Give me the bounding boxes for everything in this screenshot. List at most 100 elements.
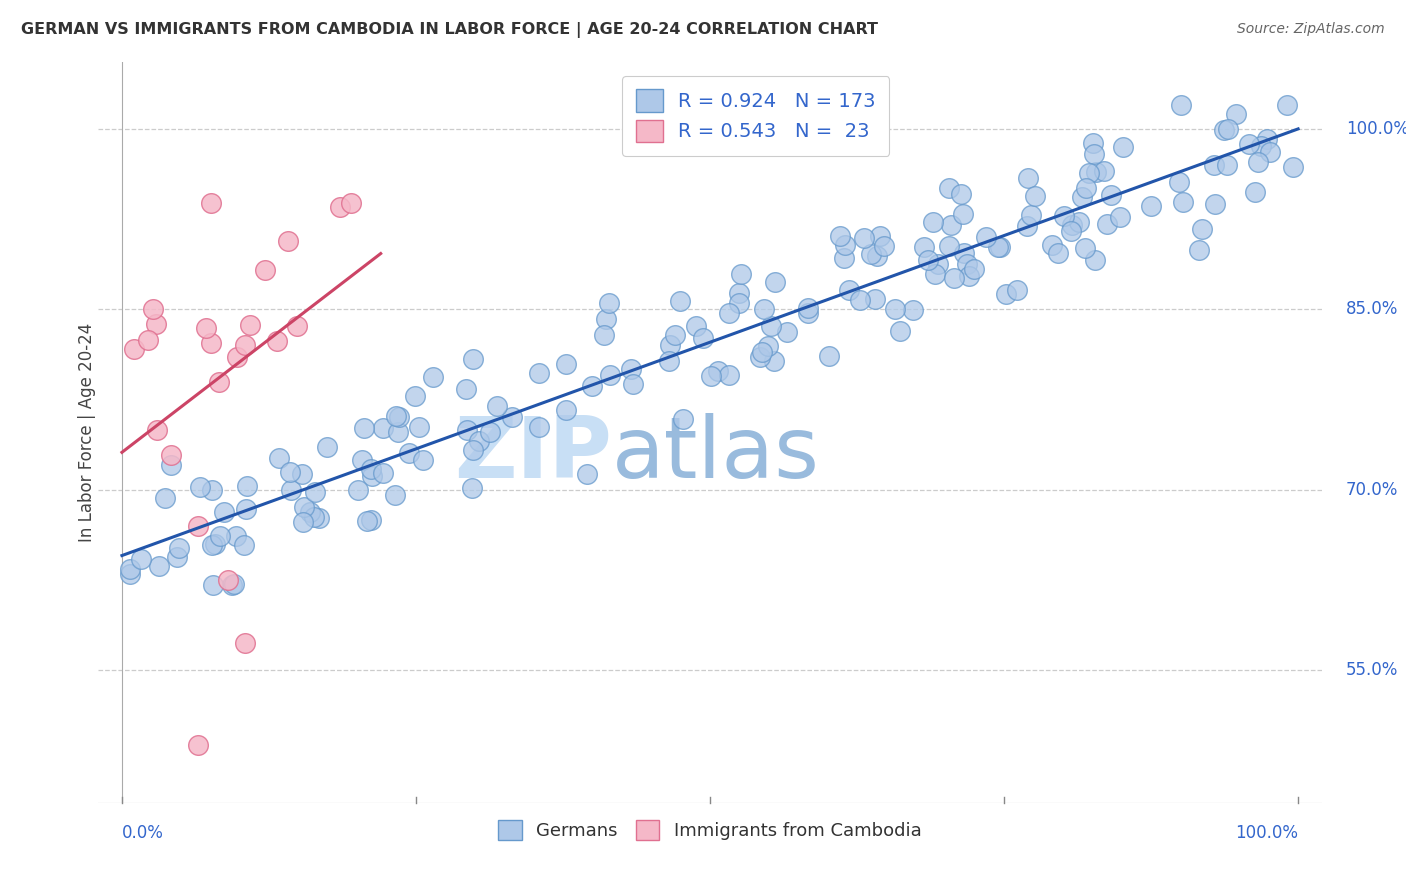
- Point: [478, 425, 501, 440]
- Point: [1250, 139, 1272, 153]
- Point: [291, 515, 314, 529]
- Point: [901, 302, 924, 317]
- Point: [938, 180, 960, 194]
- Point: [159, 448, 181, 462]
- Point: [1074, 180, 1097, 194]
- Point: [620, 362, 643, 376]
- Point: [285, 318, 308, 333]
- Point: [927, 257, 949, 271]
- Point: [1204, 197, 1226, 211]
- Point: [953, 246, 976, 260]
- Point: [222, 576, 245, 591]
- Point: [166, 550, 188, 565]
- Point: [129, 552, 152, 566]
- Point: [730, 267, 752, 281]
- Point: [873, 238, 896, 252]
- Point: [863, 292, 886, 306]
- Point: [796, 306, 818, 320]
- Point: [941, 218, 963, 232]
- Point: [1170, 97, 1192, 112]
- Point: [142, 301, 165, 316]
- Point: [529, 419, 551, 434]
- Point: [302, 510, 325, 524]
- Point: [1275, 97, 1298, 112]
- Point: [599, 368, 621, 382]
- Point: [212, 505, 235, 519]
- Point: [1167, 175, 1189, 189]
- Point: [852, 231, 875, 245]
- Point: [148, 559, 170, 574]
- Point: [974, 230, 997, 244]
- Point: [208, 375, 231, 389]
- Point: [664, 327, 686, 342]
- Text: 100.0%: 100.0%: [1346, 120, 1406, 137]
- Point: [1099, 188, 1122, 202]
- Point: [398, 446, 420, 460]
- Point: [1191, 222, 1213, 236]
- Point: [254, 263, 277, 277]
- Point: [797, 301, 820, 315]
- Text: ZIP: ZIP: [454, 413, 612, 496]
- Point: [353, 421, 375, 435]
- Point: [187, 519, 209, 533]
- Point: [461, 481, 484, 495]
- Point: [763, 275, 786, 289]
- Point: [830, 229, 852, 244]
- Point: [194, 321, 217, 335]
- Point: [291, 467, 314, 481]
- Point: [388, 410, 411, 425]
- Point: [554, 403, 576, 417]
- Point: [957, 269, 980, 284]
- Point: [1237, 136, 1260, 151]
- Point: [529, 366, 551, 380]
- Point: [751, 344, 773, 359]
- Point: [669, 293, 692, 308]
- Point: [859, 247, 882, 261]
- Point: [1084, 165, 1107, 179]
- Point: [235, 636, 257, 650]
- Point: [1216, 122, 1239, 136]
- Point: [280, 483, 302, 497]
- Point: [1095, 217, 1118, 231]
- Point: [718, 368, 741, 382]
- Point: [217, 573, 239, 587]
- Point: [1070, 190, 1092, 204]
- Text: Source: ZipAtlas.com: Source: ZipAtlas.com: [1237, 22, 1385, 37]
- Y-axis label: In Labor Force | Age 20-24: In Labor Force | Age 20-24: [79, 323, 96, 542]
- Point: [718, 306, 741, 320]
- Point: [232, 538, 254, 552]
- Point: [1215, 158, 1237, 172]
- Point: [963, 262, 986, 277]
- Point: [360, 469, 382, 483]
- Point: [468, 434, 491, 448]
- Point: [404, 389, 426, 403]
- Point: [762, 354, 785, 368]
- Point: [1019, 209, 1042, 223]
- Point: [299, 505, 322, 519]
- Text: atlas: atlas: [612, 413, 820, 496]
- Point: [869, 228, 891, 243]
- Point: [593, 327, 616, 342]
- Point: [1112, 140, 1135, 154]
- Point: [1005, 283, 1028, 297]
- Point: [188, 480, 211, 494]
- Point: [235, 501, 257, 516]
- Point: [756, 339, 779, 353]
- Point: [1024, 189, 1046, 203]
- Point: [236, 479, 259, 493]
- Point: [889, 325, 911, 339]
- Point: [204, 537, 226, 551]
- Point: [239, 318, 262, 332]
- Point: [225, 529, 247, 543]
- Point: [308, 511, 330, 525]
- Point: [1260, 145, 1282, 159]
- Point: [949, 187, 972, 202]
- Point: [146, 423, 169, 437]
- Point: [761, 319, 783, 334]
- Point: [576, 467, 599, 482]
- Point: [350, 452, 373, 467]
- Point: [1204, 158, 1226, 172]
- Point: [987, 240, 1010, 254]
- Point: [208, 529, 231, 543]
- Point: [832, 252, 855, 266]
